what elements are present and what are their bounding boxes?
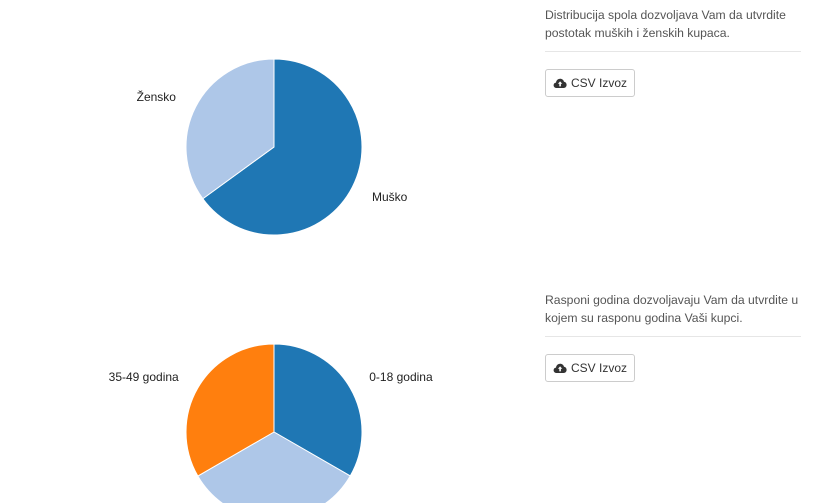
pie-slice-label: Žensko bbox=[137, 89, 177, 104]
gender-chart: Muško Žensko bbox=[0, 0, 530, 260]
divider bbox=[545, 51, 801, 52]
age-description-panel: Rasponi godina dozvoljavaju Vam da utvrd… bbox=[545, 291, 801, 382]
divider bbox=[545, 336, 801, 337]
gender-csv-export-button[interactable]: CSV Izvoz bbox=[545, 69, 636, 97]
pie-slice-label: 35-49 godina bbox=[109, 370, 179, 384]
age-description: Rasponi godina dozvoljavaju Vam da utvrd… bbox=[545, 293, 799, 325]
pie-slice bbox=[185, 58, 275, 200]
gender-description-panel: Distribucija spola dozvoljava Vam da utv… bbox=[545, 6, 801, 97]
pie-slice bbox=[197, 431, 351, 503]
age-pie-chart: 0-18 godina 35-49 godina bbox=[109, 343, 433, 503]
pie-slice bbox=[273, 343, 363, 477]
gender-pie-chart: Muško Žensko bbox=[137, 58, 408, 236]
age-csv-export-button[interactable]: CSV Izvoz bbox=[545, 354, 636, 382]
gender-description: Distribucija spola dozvoljava Vam da utv… bbox=[545, 8, 786, 40]
pie-slice bbox=[185, 343, 275, 477]
cloud-upload-icon bbox=[553, 362, 567, 374]
pie-slice-label: 0-18 godina bbox=[369, 370, 433, 384]
pie-slice-label: Muško bbox=[372, 190, 408, 204]
csv-button-label: CSV Izvoz bbox=[571, 76, 628, 90]
csv-button-label: CSV Izvoz bbox=[571, 361, 628, 375]
cloud-upload-icon bbox=[553, 77, 567, 89]
age-chart: 0-18 godina 35-49 godina bbox=[0, 285, 530, 503]
pie-slice bbox=[202, 58, 363, 236]
